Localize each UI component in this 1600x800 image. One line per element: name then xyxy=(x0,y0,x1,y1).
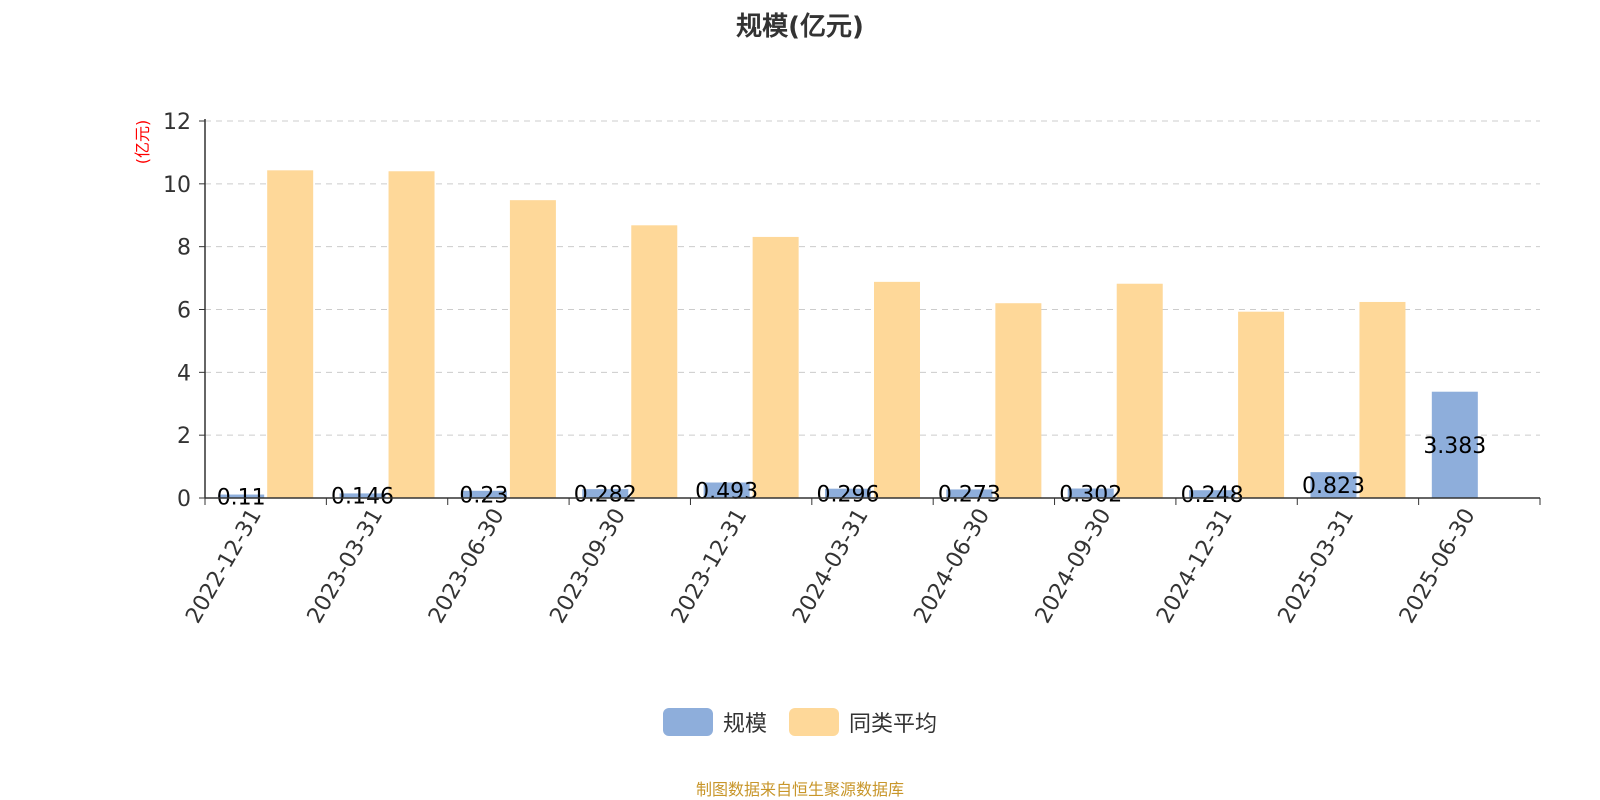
bar-scale xyxy=(339,493,386,498)
y-tick-label: 8 xyxy=(177,236,191,261)
legend-swatch-peer-average xyxy=(789,708,839,736)
bar-peer-average xyxy=(874,281,920,498)
data-label-scale: 0.302 xyxy=(1059,482,1122,507)
bar-peer-average xyxy=(631,225,678,498)
data-labels: 0.11 0.146 0.23 0.282 0.493 0.296 0.273 0.302 0.… xyxy=(217,434,1487,510)
x-tick-label: 2025-03-31 xyxy=(1274,505,1360,628)
chart-title: 规模(亿元) xyxy=(736,12,864,42)
y-tick-label: 6 xyxy=(177,299,191,324)
y-tick-label: 0 xyxy=(177,487,191,512)
y-axis-title: (亿元) xyxy=(133,120,152,165)
data-label-scale: 3.383 xyxy=(1423,434,1486,459)
y-tick-label: 12 xyxy=(163,110,191,135)
x-tick-label: 2023-12-31 xyxy=(667,505,753,628)
data-label-scale: 0.248 xyxy=(1181,483,1244,508)
bar-peer-average xyxy=(1116,283,1163,498)
bar-scale xyxy=(218,494,265,498)
data-label-scale: 0.282 xyxy=(574,483,637,508)
y-tick-label: 10 xyxy=(163,173,191,198)
legend-label-peer-average: 同类平均 xyxy=(849,712,938,737)
data-label-scale: 0.296 xyxy=(817,482,880,507)
x-tick-label: 2023-06-30 xyxy=(424,505,510,628)
legend-swatch-scale xyxy=(662,708,713,736)
x-tick-label: 2024-03-31 xyxy=(788,505,874,628)
data-label-scale: 0.823 xyxy=(1302,474,1365,499)
bar-scale xyxy=(1067,488,1114,498)
bar-scale xyxy=(703,482,750,498)
x-tick-label: 2024-06-30 xyxy=(909,505,995,628)
y-tick-label: 4 xyxy=(177,361,191,386)
bar-peer-average xyxy=(1359,301,1406,498)
bar-scale xyxy=(460,490,507,498)
x-tick-label: 2024-09-30 xyxy=(1031,505,1117,628)
legend: 规模 同类平均 xyxy=(0,706,1600,738)
source-note: 制图数据来自恒生聚源数据库 xyxy=(695,780,904,799)
legend-item-scale[interactable]: 规模 xyxy=(662,706,767,738)
bar-peer-average xyxy=(509,200,556,499)
bar-scale xyxy=(825,488,871,498)
legend-label-scale: 规模 xyxy=(722,712,767,737)
x-tick-label: 2025-06-30 xyxy=(1395,505,1481,628)
bar-scale xyxy=(582,489,629,498)
data-label-scale: 0.23 xyxy=(459,483,508,508)
bar-peer-average xyxy=(267,170,314,499)
data-label-scale: 0.493 xyxy=(695,479,758,504)
bar-peer-average xyxy=(995,303,1042,498)
data-label-scale: 0.146 xyxy=(331,485,394,510)
x-tick-label: 2023-03-31 xyxy=(303,505,389,628)
y-tick-label: 2 xyxy=(177,424,191,449)
bar-scale xyxy=(1431,391,1478,498)
legend-item-peer-average[interactable]: 同类平均 xyxy=(789,706,937,738)
x-tick-label: 2024-12-31 xyxy=(1152,505,1238,628)
bar-peer-average xyxy=(1238,311,1285,498)
bar-scale xyxy=(946,489,993,498)
x-tick-label: 2022-12-31 xyxy=(181,505,267,628)
bar-peer-average xyxy=(388,171,435,498)
data-label-scale: 0.273 xyxy=(938,483,1001,508)
bar-scale xyxy=(1310,472,1357,498)
bar-peer-average xyxy=(752,236,799,499)
bars xyxy=(218,170,1478,499)
x-tick-label: 2023-09-30 xyxy=(545,505,631,628)
bar-scale xyxy=(1189,490,1236,498)
axes: 0 2 4 6 8 10 12 2022-12-31 2023-03-31 2023-06-30 2… xyxy=(163,110,1541,628)
